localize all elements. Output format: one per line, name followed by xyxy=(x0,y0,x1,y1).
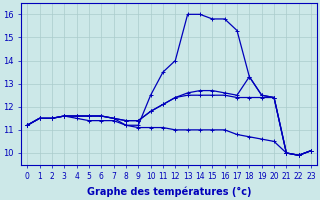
X-axis label: Graphe des températures (°c): Graphe des températures (°c) xyxy=(87,187,252,197)
